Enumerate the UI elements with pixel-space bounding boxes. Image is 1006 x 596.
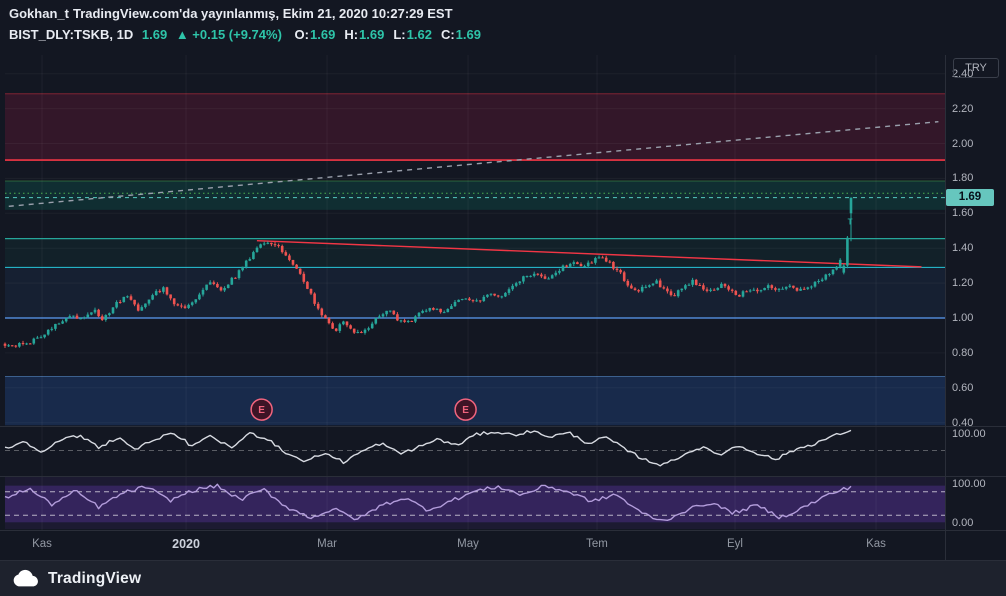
axis-tick-label: 1.80	[952, 172, 974, 185]
last-price: 1.69	[141, 26, 168, 42]
time-tick-label: May	[457, 538, 479, 550]
time-tick-label: Eyl	[727, 538, 743, 550]
axis-tick-label: 0.80	[952, 346, 974, 359]
axis-tick-label: 0.00	[952, 517, 974, 529]
event-marker[interactable]: E	[250, 398, 273, 421]
price-axis[interactable]: 2.40 2.20 2.00 1.80 1.60 1.40 1.20 1.00 0.80 0.60…	[945, 0, 1006, 560]
time-tick-label: 2020	[172, 537, 200, 551]
axis-tick-label: 100.00	[952, 428, 986, 440]
current-price-label: 1.69	[946, 189, 994, 206]
ohlc-value: 1.69	[455, 26, 481, 42]
axis-tick-label: 0.60	[952, 381, 974, 394]
oscillator-2-line	[4, 483, 852, 521]
time-tick-label: Kas	[866, 538, 886, 550]
spike-annotation: T	[848, 218, 853, 227]
time-tick-label: Tem	[586, 538, 608, 550]
ohlc-value: 1.62	[406, 26, 432, 42]
symbol-title[interactable]: BIST_DLY:TSKB, 1D	[9, 26, 134, 42]
tradingview-logo-icon[interactable]	[12, 568, 40, 589]
svg-text:E: E	[462, 405, 469, 416]
axis-tick-label: 1.40	[952, 242, 974, 255]
symbol-info-row: BIST_DLY:TSKB, 1D 1.69 ▲ +0.15 (+9.74%) …	[9, 26, 491, 45]
oscillator-2-bg	[5, 477, 945, 529]
axis-tick-label: 0.40	[952, 416, 974, 429]
tradingview-brand[interactable]: TradingView	[48, 569, 142, 587]
ohlc-value: 1.69	[359, 26, 385, 42]
event-marker[interactable]: E	[454, 398, 477, 421]
ohlc-label: H:	[344, 26, 359, 42]
axis-tick-label: 2.20	[952, 102, 974, 115]
price-change: ▲ +0.15 (+9.74%)	[175, 26, 282, 42]
ohlc-label: O:	[294, 26, 309, 42]
price-band	[5, 238, 945, 268]
ohlc-values: O:1.69 H:1.69 L:1.62 C:1.69	[291, 27, 486, 42]
footer-bar: TradingView	[0, 560, 1006, 596]
currency-button[interactable]: TRY	[953, 58, 999, 78]
chart-header: Gokhan_t TradingView.com'da yayınlanmış, …	[9, 5, 491, 45]
axis-tick-label: 1.20	[952, 277, 974, 290]
time-axis[interactable]: Kas 2020 Mar May Tem Eyl Kas	[0, 537, 945, 558]
time-tick-label: Kas	[32, 538, 52, 550]
price-band	[5, 267, 945, 318]
axis-tick-label: 1.60	[952, 207, 974, 220]
price-band	[5, 93, 945, 161]
publish-info: TradingView.com'da yayınlanmış, Ekim 21,…	[72, 6, 453, 21]
ohlc-label: L:	[393, 26, 406, 42]
price-band	[5, 181, 945, 210]
axis-tick-label: 2.00	[952, 137, 974, 150]
ohlc-value: 1.69	[310, 26, 336, 42]
trendline	[256, 239, 922, 268]
candlestick-layer	[3, 197, 853, 349]
byline: Gokhan_t TradingView.com'da yayınlanmış, …	[9, 5, 491, 24]
svg-text:E: E	[258, 405, 265, 416]
price-band	[5, 376, 945, 426]
ohlc-label: C:	[440, 26, 455, 42]
axis-tick-label: 100.00	[952, 478, 986, 490]
axis-tick-label: 2.40	[952, 67, 974, 80]
time-tick-label: Mar	[317, 538, 337, 550]
oscillator-1-line	[4, 429, 852, 467]
author-name: Gokhan_t	[9, 6, 69, 21]
axis-tick-label: 1.00	[952, 312, 974, 324]
